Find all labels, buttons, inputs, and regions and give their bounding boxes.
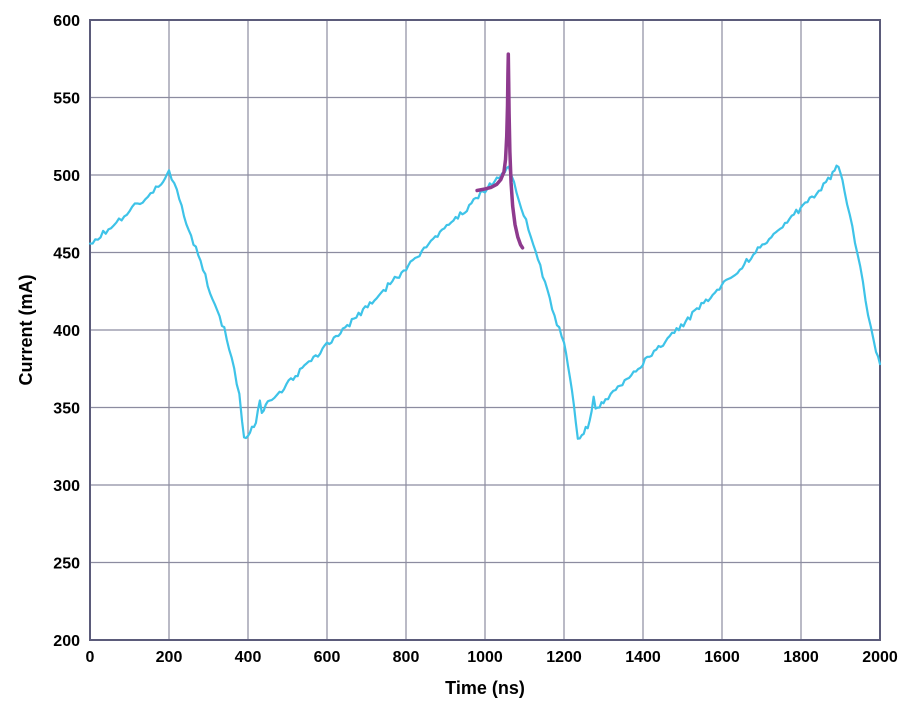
x-tick-label: 0: [86, 649, 95, 666]
y-tick-label: 500: [53, 168, 80, 185]
y-tick-label: 400: [53, 323, 80, 340]
x-axis-title: Time (ns): [445, 678, 525, 698]
y-tick-label: 450: [53, 246, 80, 263]
x-tick-label: 1800: [783, 649, 819, 666]
y-tick-label: 550: [53, 91, 80, 108]
current-vs-time-chart: 0 200 400 600 800 1000 1200 1400 1600 1800 2000 20…: [0, 0, 900, 714]
x-tick-label: 2000: [862, 649, 898, 666]
x-tick-label: 1200: [546, 649, 582, 666]
x-tick-label: 1400: [625, 649, 661, 666]
y-tick-label: 250: [53, 556, 80, 573]
y-tick-label: 300: [53, 478, 80, 495]
x-tick-label: 1600: [704, 649, 740, 666]
y-tick-label: 600: [53, 13, 80, 30]
y-axis-ticks: 200 250 300 350 400 450 500 550 600: [53, 13, 80, 650]
x-tick-label: 800: [393, 649, 420, 666]
y-axis-title: Current (mA): [16, 274, 36, 385]
y-tick-label: 200: [53, 633, 80, 650]
y-tick-label: 350: [53, 401, 80, 418]
x-tick-label: 1000: [467, 649, 503, 666]
x-tick-label: 600: [314, 649, 341, 666]
chart-container: 0 200 400 600 800 1000 1200 1400 1600 1800 2000 20…: [0, 0, 900, 714]
x-tick-label: 200: [156, 649, 183, 666]
x-axis-ticks: 0 200 400 600 800 1000 1200 1400 1600 1800 2000: [86, 649, 898, 666]
x-tick-label: 400: [235, 649, 262, 666]
